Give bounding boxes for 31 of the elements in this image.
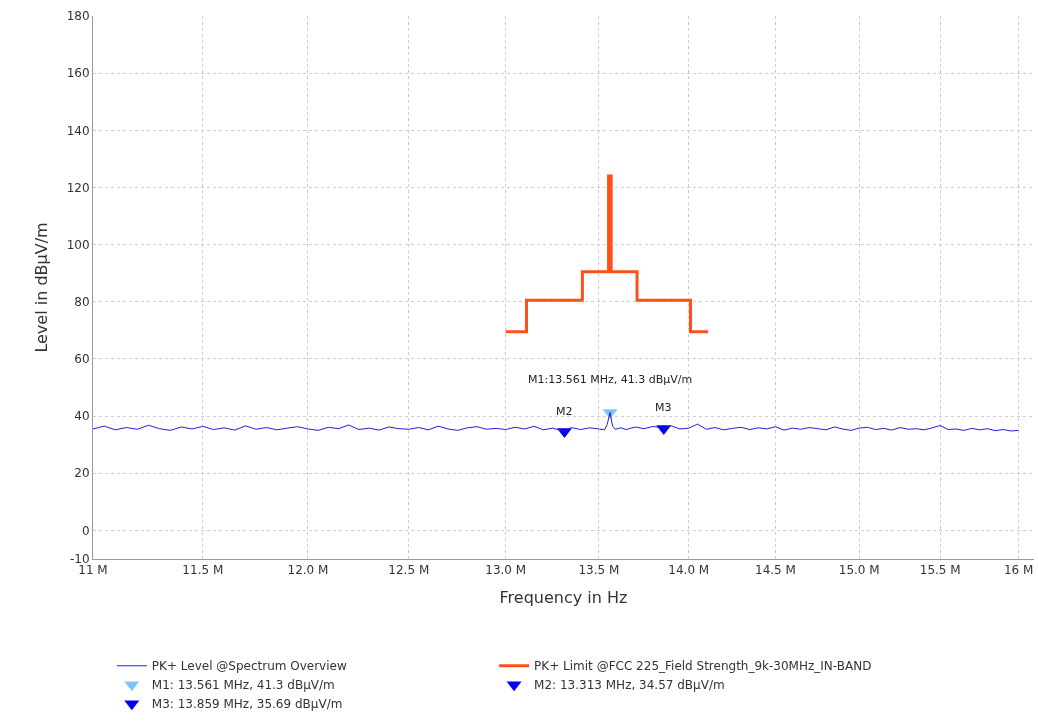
- x-tick-label: 12.0 M: [287, 563, 329, 578]
- x-tick-label: 15.5 M: [919, 563, 961, 578]
- x-tick-label: 12.5 M: [388, 563, 430, 578]
- legend-label: PK+ Level @Spectrum Overview: [151, 659, 347, 674]
- y-tick-label: 20: [74, 466, 90, 481]
- y-tick-label: 0: [81, 523, 90, 538]
- x-tick-label: 15.0 M: [838, 563, 880, 578]
- legend-label: PK+ Limit @FCC 225_Field Strength_9k-30MHz_IN-BAND: [534, 659, 872, 674]
- y-axis-title: Level in dBµV/m: [31, 222, 51, 353]
- x-axis-title: Frequency in Hz: [499, 588, 628, 608]
- y-tick-label: 120: [66, 180, 90, 195]
- y-tick-label: 100: [66, 237, 90, 252]
- x-tick-label: 11 M: [78, 563, 108, 578]
- y-tick-label: 180: [66, 9, 90, 24]
- y-tick-label: 80: [74, 294, 90, 309]
- x-tick-label: 11.5 M: [182, 563, 224, 578]
- x-tick-label: 14.0 M: [668, 563, 710, 578]
- annotation: M3: [655, 401, 672, 414]
- y-tick-label: 140: [66, 123, 90, 138]
- legend-label: M2: 13.313 MHz, 34.57 dBµV/m: [534, 678, 725, 693]
- annotation: M1:13.561 MHz, 41.3 dBµV/m: [528, 373, 693, 386]
- y-tick-label: 60: [74, 352, 90, 367]
- annotation: M2: [556, 405, 573, 418]
- x-tick-label: 16 M: [1003, 563, 1034, 578]
- x-tick-label: 14.5 M: [754, 563, 796, 578]
- y-tick-label: 40: [74, 409, 90, 424]
- y-tick-label: 160: [66, 66, 90, 81]
- legend-label: M3: 13.859 MHz, 35.69 dBµV/m: [151, 697, 343, 712]
- legend-label: M1: 13.561 MHz, 41.3 dBµV/m: [151, 678, 335, 693]
- x-tick-label: 13.5 M: [578, 563, 620, 578]
- x-tick-label: 13.0 M: [485, 563, 527, 578]
